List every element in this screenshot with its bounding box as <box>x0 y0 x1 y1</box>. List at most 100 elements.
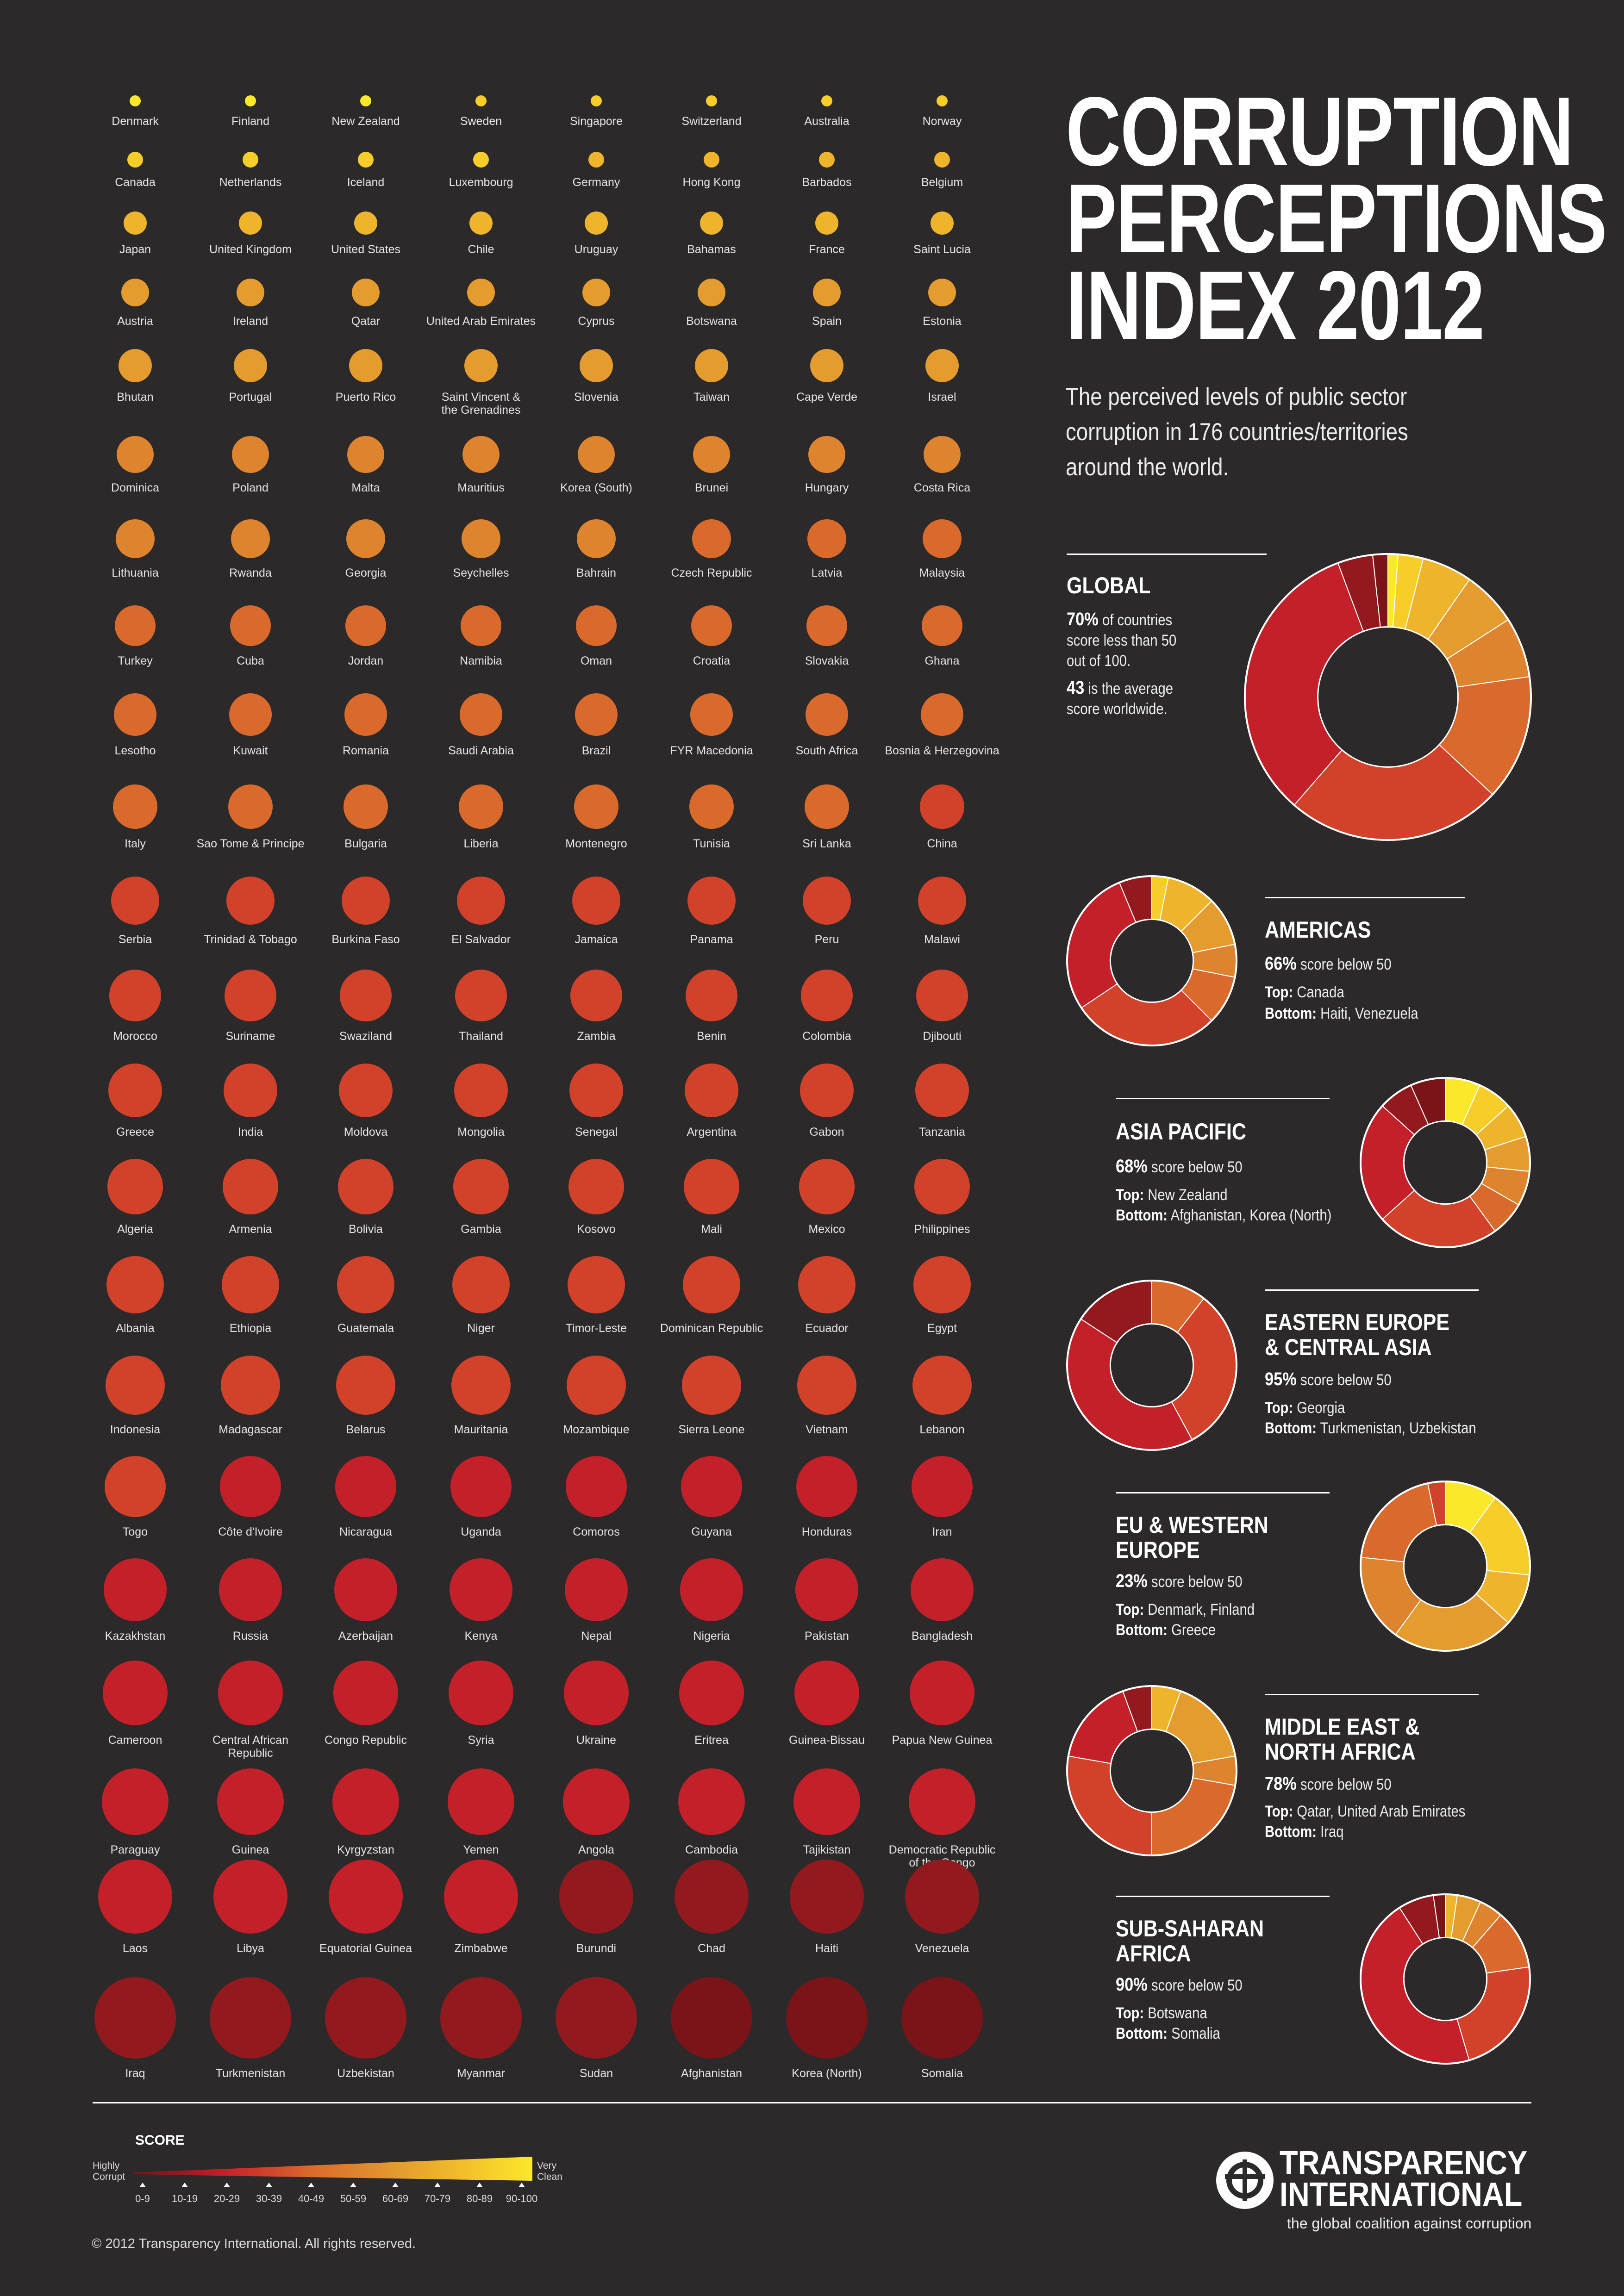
global-pct-text: of countries <box>1098 611 1173 629</box>
country-dot <box>695 349 728 382</box>
global-rule <box>1067 554 1267 555</box>
country-label: Turkey <box>118 654 153 667</box>
country-label: Tanzania <box>918 1126 966 1139</box>
ssa-bottom: Bottom: Somalia <box>1116 2023 1220 2044</box>
country-dot <box>687 877 736 925</box>
country-label: Belgium <box>921 176 963 189</box>
ssa-pct-text: score below 50 <box>1147 1977 1243 1994</box>
bottom-rule <box>93 2102 1531 2103</box>
asia-pacific-stat: 68% score below 50 <box>1116 1156 1243 1177</box>
country-label: Korea (South) <box>560 481 632 494</box>
country-dot <box>108 1064 162 1117</box>
country-dot <box>913 1256 971 1313</box>
page-title: CORRUPTION PERCEPTIONS INDEX 2012 <box>1066 76 1607 360</box>
legend-tick-label: 80-89 <box>466 2193 493 2204</box>
country-label: El Salvador <box>451 933 511 946</box>
country-label: Norway <box>922 115 962 128</box>
country-dot <box>224 1064 277 1117</box>
global-pct: 70% <box>1067 609 1099 629</box>
country-label: Zimbabwe <box>454 1942 508 1955</box>
country-dot <box>106 1356 165 1415</box>
country-label: Guatemala <box>337 1322 394 1335</box>
country-dot <box>217 1768 284 1835</box>
country-dot <box>691 605 732 646</box>
country-label: Saint Vincent & the Grenadines <box>441 391 521 417</box>
asia-pacific-rule <box>1116 1098 1330 1099</box>
asia-pacific-pct-text: score below 50 <box>1147 1158 1243 1176</box>
country-label: Eritrea <box>694 1734 729 1747</box>
country-label: Saudi Arabia <box>448 744 514 757</box>
mena-region-title: MIDDLE EAST & NORTH AFRICA <box>1265 1714 1420 1765</box>
country-dot <box>815 212 838 235</box>
country-dot <box>591 95 602 106</box>
country-label: Ireland <box>232 315 269 328</box>
mena-bottom-value: Iraq <box>1317 1823 1344 1841</box>
ti-logo-tagline: the global coalition against corruption <box>1287 2215 1532 2232</box>
country-label: Dominica <box>111 481 160 494</box>
country-label: Albania <box>116 1322 155 1335</box>
country-dot <box>461 605 501 646</box>
asia-pacific-bottom-value: Afghanistan, Korea (North) <box>1168 1207 1332 1224</box>
legend-tick-mark <box>392 2183 399 2187</box>
country-label: Canada <box>115 176 156 189</box>
country-dot <box>570 970 622 1021</box>
asia-pacific-top-label: Top: <box>1116 1186 1144 1204</box>
country-dot <box>228 784 273 829</box>
country-label: Oman <box>580 654 612 667</box>
country-label: Korea (North) <box>792 2067 862 2080</box>
mena-bottom: Bottom: Iraq <box>1265 1822 1344 1842</box>
eu-western-pct: 23% <box>1116 1571 1148 1591</box>
country-dot <box>805 784 849 829</box>
country-dot <box>119 349 152 382</box>
country-dot <box>704 152 719 168</box>
country-label: Bahrain <box>576 566 617 579</box>
country-label: Suriname <box>225 1030 275 1043</box>
country-dot <box>671 1977 752 2059</box>
country-dot <box>566 1456 627 1517</box>
country-dot <box>116 519 155 558</box>
country-label: Romania <box>342 744 389 757</box>
country-label: Gambia <box>461 1223 501 1236</box>
country-dot <box>563 1768 630 1835</box>
country-label: Taiwan <box>693 391 730 404</box>
country-label: Australia <box>804 115 849 128</box>
country-dot <box>911 1558 974 1621</box>
eu-western-top-value: Denmark, Finland <box>1144 1601 1255 1618</box>
country-dot <box>230 605 271 646</box>
country-label: Djibouti <box>923 1030 962 1043</box>
ssa-top: Top: Botswana <box>1116 2003 1207 2023</box>
legend-tick-label: 20-29 <box>213 2193 240 2204</box>
country-dot <box>578 436 615 473</box>
donut-eastern-europe <box>1066 1280 1237 1451</box>
country-label: Angola <box>578 1843 614 1856</box>
country-dot <box>928 279 956 306</box>
legend-tick-label: 0-9 <box>135 2193 150 2204</box>
country-dot <box>790 1860 864 1934</box>
country-label: Chile <box>468 243 494 256</box>
americas-top-value: Canada <box>1293 983 1344 1001</box>
country-label: Mozambique <box>563 1423 630 1436</box>
eastern-europe-region-title: EASTERN EUROPE & CENTRAL ASIA <box>1265 1309 1450 1360</box>
country-label: United Arab Emirates <box>426 315 536 328</box>
eastern-europe-bottom-label: Bottom: <box>1265 1419 1317 1437</box>
country-dot <box>121 279 149 306</box>
country-label: Syria <box>468 1734 494 1747</box>
country-label: Congo Republic <box>325 1734 407 1747</box>
country-dot <box>700 212 723 235</box>
country-label: Cameroon <box>108 1734 162 1747</box>
country-dot <box>679 1661 744 1725</box>
country-label: Equatorial Guinea <box>319 1942 412 1955</box>
country-dot <box>450 1456 512 1517</box>
country-label: Mexico <box>808 1223 845 1236</box>
eu-western-bottom-value: Greece <box>1168 1621 1216 1639</box>
country-label: Guinea-Bissau <box>789 1734 865 1747</box>
country-label: Egypt <box>927 1322 957 1335</box>
eu-western-top-label: Top: <box>1116 1601 1144 1618</box>
country-dot <box>344 693 387 736</box>
legend-tick-mark <box>224 2183 230 2187</box>
country-dot <box>914 1159 970 1214</box>
mena-top-value: Qatar, United Arab Emirates <box>1293 1803 1466 1820</box>
country-label: Uzbekistan <box>337 2067 394 2080</box>
country-label: Greece <box>116 1126 154 1139</box>
eastern-europe-rule <box>1265 1289 1479 1291</box>
